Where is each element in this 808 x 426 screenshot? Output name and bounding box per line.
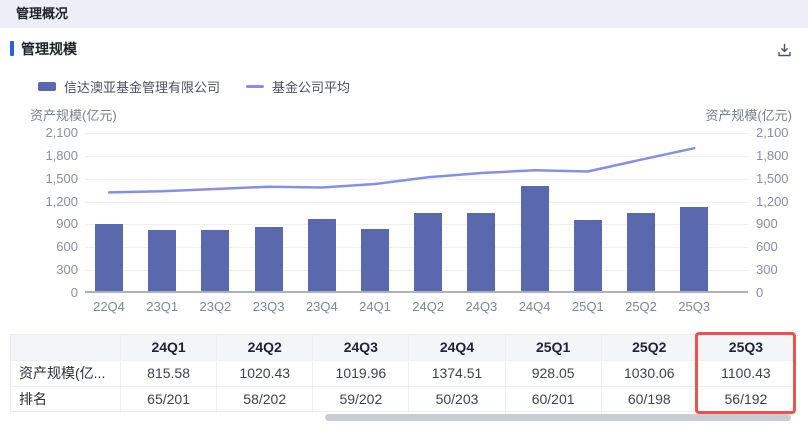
tick-left-300: 300 (56, 262, 78, 278)
table-cell-24Q1: 65/201 (121, 387, 218, 413)
x-label-23Q4: 23Q4 (305, 299, 338, 314)
x-label-24Q2: 24Q2 (412, 299, 445, 314)
bar-25Q3[interactable] (680, 207, 709, 291)
bar-23Q4[interactable] (307, 219, 336, 291)
section-title: 管理规模 (21, 41, 77, 57)
bar-24Q3[interactable] (467, 213, 496, 291)
table-cell-25Q3: 1100.43 (697, 361, 794, 387)
row-label: 资产规模(亿... (11, 361, 121, 387)
table-row-asset-scale: 资产规模(亿... 815.58 1020.43 1019.96 1374.51 928.… (11, 361, 794, 387)
y-axis-ticks-left: 0 300 600 900 1,200 1,500 1,800 2,100 (0, 125, 78, 300)
download-icon (777, 43, 791, 56)
table-header-row: 24Q1 24Q2 24Q3 24Q4 25Q1 25Q2 25Q3 (11, 335, 794, 361)
section-accent-bar (10, 41, 14, 56)
download-button[interactable] (774, 40, 794, 60)
tick-left-900: 900 (56, 216, 78, 232)
gridline-2100 (85, 133, 748, 134)
tick-right-900: 900 (756, 216, 778, 232)
column-header-25Q1: 25Q1 (505, 335, 602, 361)
table-cell-25Q1: 928.05 (505, 361, 602, 387)
bar-24Q1[interactable] (361, 228, 389, 291)
bar-23Q2[interactable] (201, 229, 230, 291)
tick-left-1,500: 1,500 (45, 170, 78, 186)
bar-series-swatch (38, 82, 56, 91)
x-label-24Q4: 24Q4 (518, 299, 551, 314)
tick-right-0: 0 (756, 285, 764, 300)
bar-24Q2[interactable] (414, 213, 443, 291)
page-header: 管理概况 (0, 0, 808, 28)
quarterly-data-table: 24Q1 24Q2 24Q3 24Q4 25Q1 25Q2 25Q3 资产规模(亿... 815… (10, 334, 795, 413)
chart-legend: 信达澳亚基金管理有限公司 基金公司平均 (38, 77, 350, 96)
x-label-23Q2: 23Q2 (199, 299, 232, 314)
column-header-24Q1: 24Q1 (121, 335, 218, 361)
line-series-swatch (246, 85, 265, 88)
tick-right-1,800: 1,800 (756, 147, 789, 163)
tick-left-2,100: 2,100 (45, 125, 78, 140)
tick-left-600: 600 (56, 239, 78, 255)
x-label-23Q1: 23Q1 (146, 299, 179, 314)
gridline-1800 (85, 155, 748, 157)
bar-23Q1[interactable] (148, 230, 177, 291)
x-label-24Q1: 24Q1 (359, 299, 391, 314)
x-axis-line (85, 291, 748, 293)
y-axis-label-left: 资产规模(亿元) (30, 108, 117, 123)
bar-24Q4[interactable] (520, 186, 549, 291)
table-cell-24Q3: 59/202 (313, 387, 410, 413)
gridline-1200 (85, 201, 748, 203)
tick-left-0: 0 (70, 285, 78, 300)
column-header-24Q3: 24Q3 (313, 335, 410, 361)
legend-label-average: 基金公司平均 (272, 80, 351, 95)
average-line-layer (107, 146, 696, 194)
table-cell-24Q2: 58/202 (217, 387, 314, 413)
legend-label-company: 信达澳亚基金管理有限公司 (64, 80, 221, 95)
y-axis-ticks-right: 0 300 600 900 1,200 1,500 1,800 2,100 (756, 125, 806, 300)
y-axis-label-right: 资产规模(亿元) (705, 108, 792, 123)
tick-right-300: 300 (756, 262, 778, 278)
legend-item-company[interactable]: 信达澳亚基金管理有限公司 (38, 77, 220, 96)
x-label-24Q3: 24Q3 (465, 299, 498, 314)
table-cell-24Q3: 1019.96 (313, 361, 410, 387)
table-horizontal-scrollbar[interactable] (325, 414, 791, 421)
corner-cell (11, 335, 121, 361)
tick-left-1,800: 1,800 (45, 147, 78, 163)
tick-left-1,200: 1,200 (45, 193, 78, 209)
bar-23Q3[interactable] (254, 227, 283, 291)
x-label-25Q3: 25Q3 (678, 299, 711, 314)
table-cell-24Q4: 50/203 (409, 387, 506, 413)
table-cell-24Q4: 1374.51 (409, 361, 506, 387)
tick-right-600: 600 (756, 239, 778, 255)
tick-right-1,500: 1,500 (756, 170, 789, 186)
table-cell-25Q2: 60/198 (602, 387, 698, 413)
row-label: 排名 (11, 387, 121, 413)
x-axis-labels: 22Q4 23Q1 23Q2 23Q3 23Q4 24Q1 24Q2 24Q3 24Q4 25Q1… (85, 299, 748, 317)
table-cell-25Q2: 1030.06 (601, 361, 698, 387)
table-cell-25Q3: 56/192 (724, 391, 768, 407)
table-cell-24Q2: 1020.43 (217, 361, 314, 387)
legend-item-average[interactable]: 基金公司平均 (246, 77, 350, 96)
bar-25Q1[interactable] (573, 220, 602, 291)
column-header-24Q4: 24Q4 (409, 335, 506, 361)
bar-25Q2[interactable] (627, 212, 655, 291)
table-cell-24Q1: 815.58 (121, 361, 218, 387)
chart-plot-area (85, 133, 748, 293)
column-header-24Q2: 24Q2 (217, 335, 314, 361)
tick-right-2,100: 2,100 (756, 125, 789, 140)
x-label-25Q2: 25Q2 (625, 299, 657, 314)
column-header-25Q2: 25Q2 (601, 335, 698, 361)
table-row-ranking: 排名 65/201 58/202 59/202 50/203 60/201 60/198 56… (11, 387, 794, 413)
column-header-25Q3: 25Q3 (697, 335, 794, 361)
table-cell-25Q1: 60/201 (506, 387, 602, 413)
tick-right-1,200: 1,200 (756, 193, 789, 209)
x-label-23Q3: 23Q3 (252, 299, 285, 314)
page-title: 管理概况 (16, 6, 69, 21)
bar-22Q4[interactable] (95, 223, 123, 291)
x-label-25Q1: 25Q1 (571, 299, 604, 314)
average-line[interactable] (107, 146, 696, 194)
x-label-22Q4: 22Q4 (93, 299, 125, 314)
